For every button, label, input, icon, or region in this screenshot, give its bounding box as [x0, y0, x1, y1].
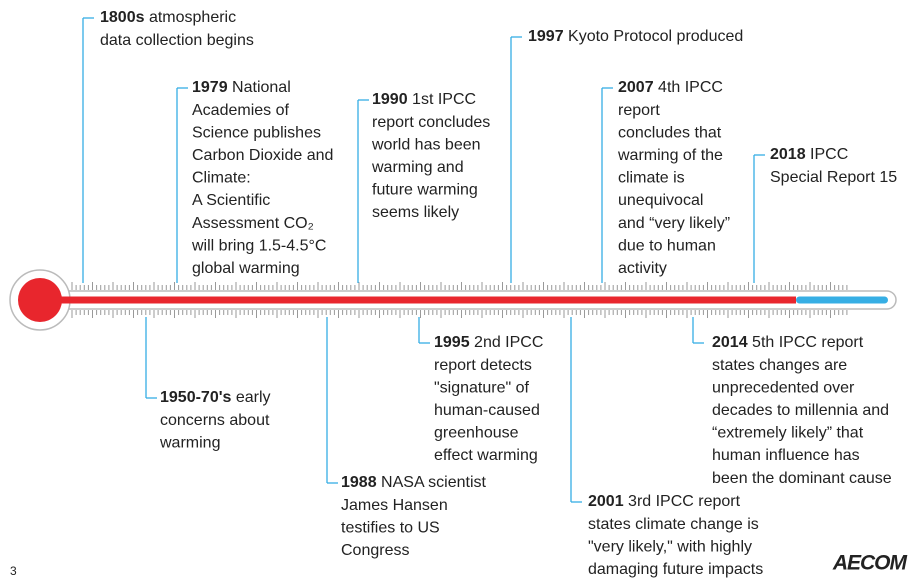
event-line: 3rd IPCC report	[624, 493, 741, 510]
event-text: Carbon Dioxide and	[192, 147, 333, 164]
event-year: 1995	[434, 334, 470, 351]
bulb	[18, 278, 62, 322]
event-text: 1990 1st IPCC	[372, 91, 476, 108]
event-text: concludes that	[618, 124, 722, 141]
event-text: been the dominant cause	[712, 470, 892, 487]
event-text: “extremely likely” that	[712, 425, 864, 442]
event-text: warming and	[371, 159, 464, 176]
event-line: early	[231, 389, 270, 406]
event-text: states climate change is	[588, 516, 759, 533]
event-line: IPCC	[806, 146, 849, 163]
event-text: will bring 1.5-4.5°C	[191, 237, 326, 254]
event-text: human influence has	[712, 447, 860, 464]
event-text: decades to millennia and	[712, 402, 889, 419]
event-line: atmospheric	[145, 9, 237, 26]
event-text: damaging future impacts	[588, 561, 763, 578]
event-line: 4th IPCC	[654, 79, 723, 96]
event-text: data collection begins	[100, 32, 254, 49]
event-text: 1950-70's early	[160, 389, 271, 406]
event-text: warming	[159, 434, 220, 451]
event-year: 1800s	[100, 9, 145, 26]
event-text: Congress	[341, 542, 409, 559]
event-text: "very likely," with highly	[588, 538, 752, 555]
event-text: due to human	[618, 237, 716, 254]
event-text: global warming	[192, 260, 300, 277]
event-text: 1995 2nd IPCC	[434, 334, 543, 351]
event-text: Assessment CO₂	[192, 215, 314, 232]
event-year: 1990	[372, 91, 408, 108]
event-year: 2007	[618, 79, 654, 96]
event-text: Science publishes	[192, 124, 321, 141]
event-text: testifies to US	[341, 519, 440, 536]
event-text: 1979 National	[192, 79, 291, 96]
event-text: 1988 NASA scientist	[341, 474, 487, 491]
event-year: 2014	[712, 334, 748, 351]
event-text: human-caused	[434, 402, 540, 419]
event-line: 1st IPCC	[408, 91, 476, 108]
event-text: warming of the	[617, 147, 723, 164]
event-text: Academies of	[192, 102, 289, 119]
event-line: Kyoto Protocol produced	[564, 28, 744, 45]
event-line: 2nd IPCC	[470, 334, 544, 351]
event-text: report detects	[434, 357, 532, 374]
event-year: 1997	[528, 28, 564, 45]
event-text: 2007 4th IPCC	[618, 79, 723, 96]
event-text: 1800s atmospheric	[100, 9, 236, 26]
event-year: 2018	[770, 146, 806, 163]
event-text: concerns about	[160, 412, 270, 429]
event-text: "signature" of	[434, 379, 530, 396]
event-text: report concludes	[372, 114, 490, 131]
event-text: Special Report 15	[770, 169, 897, 186]
mercury-red	[40, 296, 796, 304]
event-text: effect warming	[434, 447, 538, 464]
event-text: Climate:	[192, 170, 251, 187]
event-text: 1997 Kyoto Protocol produced	[528, 28, 743, 45]
page-number: 3	[10, 564, 17, 578]
event-text: James Hansen	[341, 497, 448, 514]
event-line: National	[228, 79, 291, 96]
event-text: states changes are	[712, 357, 847, 374]
event-text: and “very likely”	[618, 215, 730, 232]
event-line: NASA scientist	[377, 474, 487, 491]
event-text: future warming	[372, 182, 478, 199]
event-text: climate is	[618, 170, 685, 187]
event-text: greenhouse	[434, 425, 519, 442]
event-year: 2001	[588, 493, 624, 510]
event-text: report	[618, 102, 660, 119]
event-text: unprecedented over	[712, 379, 855, 396]
event-text: 2014 5th IPCC report	[712, 334, 864, 351]
event-text: A Scientific	[192, 192, 270, 209]
event-year: 1979	[192, 79, 228, 96]
event-year: 1950-70's	[160, 389, 232, 406]
event-text: seems likely	[372, 204, 459, 221]
event-year: 1988	[341, 474, 377, 491]
event-text: unequivocal	[618, 192, 703, 209]
event-text: world has been	[371, 136, 481, 153]
event-line: 5th IPCC report	[748, 334, 864, 351]
mercury-blue	[796, 296, 888, 304]
ticks	[71, 282, 848, 318]
event-text: 2018 IPCC	[770, 146, 848, 163]
logo: AECOM	[832, 552, 908, 575]
event-text: activity	[618, 260, 667, 277]
event-text: 2001 3rd IPCC report	[588, 493, 741, 510]
